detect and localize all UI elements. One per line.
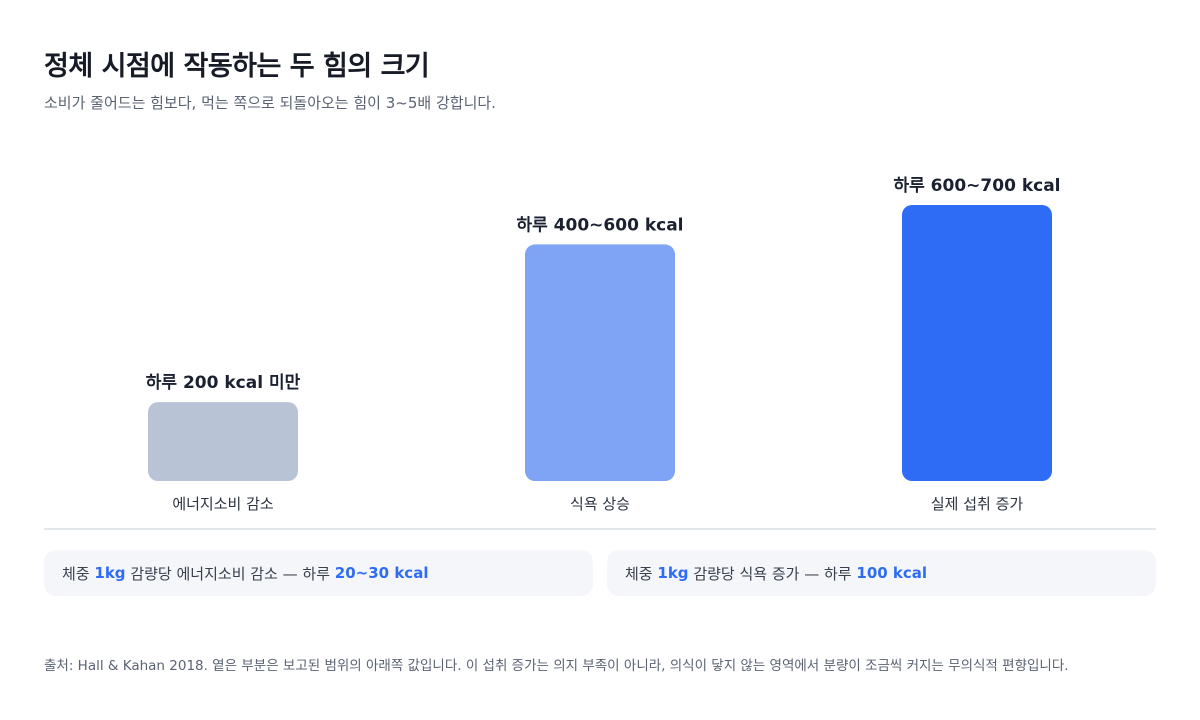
note-middle: 감량당 식욕 증가 — 하루 [693, 564, 852, 583]
note-prefix: 체중 [625, 564, 653, 583]
category-label: 에너지소비 감소 [172, 495, 274, 513]
category-label: 실제 섭취 증가 [931, 495, 1024, 513]
bar-1 [148, 402, 298, 481]
bar-2 [525, 244, 675, 481]
bar-value-label: 하루 400~600 kcal [516, 215, 683, 235]
energy-expenditure-note: 체중 1kg 감량당 에너지소비 감소 — 하루 20~30 kcal [44, 550, 593, 596]
note-unit: 1kg [94, 564, 126, 582]
note-prefix: 체중 [62, 564, 90, 583]
bar-value-label: 하루 600~700 kcal [893, 176, 1060, 196]
chart-title: 정체 시점에 작동하는 두 힘의 크기 [44, 51, 430, 82]
note-value: 20~30 kcal [334, 564, 429, 582]
source-note: 출처: Hall & Kahan 2018. 옅은 부분은 보고된 범위의 아래… [44, 658, 1069, 674]
appetite-note: 체중 1kg 감량당 식욕 증가 — 하루 100 kcal [607, 550, 1156, 596]
note-value: 100 kcal [856, 564, 928, 582]
chart-subtitle: 소비가 줄어드는 힘보다, 먹는 쪽으로 되돌아오는 힘이 3~5배 강합니다. [44, 94, 496, 112]
note-middle: 감량당 에너지소비 감소 — 하루 [130, 564, 331, 583]
bar-3 [902, 205, 1052, 481]
category-label: 식욕 상승 [570, 495, 630, 513]
note-unit: 1kg [657, 564, 689, 582]
bar-value-label: 하루 200 kcal 미만 [146, 373, 301, 393]
